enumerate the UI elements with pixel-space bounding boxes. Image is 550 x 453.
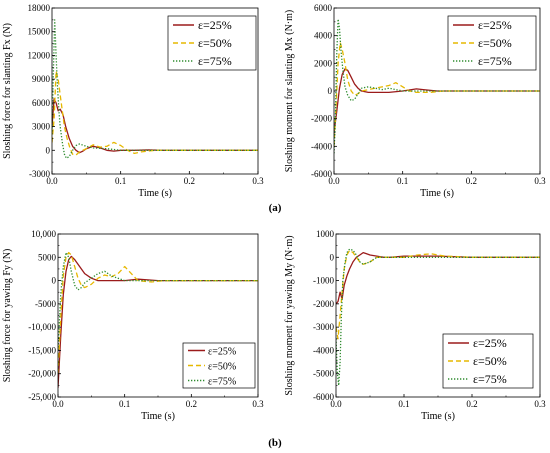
x-tick-label: 0.0	[330, 399, 342, 409]
panel-label-b: (b)	[268, 437, 282, 449]
y-tick-label: -5000	[35, 299, 56, 309]
legend-label: ε=25%	[473, 336, 507, 350]
legend-label: ε=50%	[478, 36, 512, 50]
legend-label: ε=25%	[208, 347, 236, 358]
x-tick-label: 0.2	[184, 176, 195, 186]
y-tick-label: -3000	[29, 169, 50, 179]
series-line-3	[58, 251, 258, 351]
series-line-2	[336, 249, 540, 340]
y-tick-label: -15,000	[28, 345, 56, 355]
y-tick-label: -6000	[313, 392, 334, 402]
y-tick-label: -2000	[311, 114, 332, 124]
legend-label: ε=75%	[198, 54, 232, 68]
y-axis-label: Sloshing moment for yawing My (N·m)	[284, 235, 295, 395]
x-axis-label: Time (s)	[420, 188, 454, 199]
y-tick-label: 12000	[28, 50, 51, 60]
x-tick-label: 0.2	[186, 399, 197, 409]
x-tick-label: 0.1	[398, 399, 409, 409]
series-line-1	[52, 98, 258, 154]
x-tick-label: 0.3	[252, 176, 264, 186]
legend-label: ε=50%	[208, 362, 236, 373]
y-tick-label: 10,000	[31, 229, 56, 239]
y-tick-label: -25,000	[28, 392, 56, 402]
chart-2: 0.0 0.1 0.2 0.3 -6000 -4000 -2000 0 2000 4000 6000…	[284, 3, 546, 199]
y-tick-label: -2000	[313, 299, 334, 309]
x-tick-label: 0.1	[397, 176, 408, 186]
y-axis-label: Sloshing moment for slanting Mx (N·m)	[284, 10, 295, 173]
series-line-3	[52, 19, 258, 159]
x-tick-label: 0.3	[534, 399, 546, 409]
y-axis-label: Sloshing force for slanting Fx (N)	[2, 23, 13, 159]
legend-label: ε=50%	[198, 36, 232, 50]
y-tick-label: -4000	[311, 141, 332, 151]
x-axis-label: Time (s)	[141, 411, 175, 422]
legend-label: ε=25%	[198, 18, 232, 32]
chart-1: 0.0 0.1 0.2 0.3 -3000 0 3000 6000 9000 12000 15000…	[2, 3, 264, 199]
y-tick-label: 18000	[28, 3, 51, 13]
y-tick-label: 6000	[314, 3, 333, 13]
legend-label: ε=75%	[478, 54, 512, 68]
series-line-2	[58, 251, 258, 374]
series-line-2	[52, 70, 258, 156]
series-line-1	[334, 68, 540, 133]
y-tick-label: 15000	[28, 27, 51, 37]
y-tick-label: -3000	[313, 322, 334, 332]
chart-3: 0.0 0.1 0.2 0.3 -25,000 -20,000 -15,000 -10,000…	[2, 229, 264, 422]
series-line-2	[334, 41, 540, 147]
legend-label: ε=75%	[473, 372, 507, 386]
series-line-1	[336, 251, 540, 305]
y-tick-label: -6000	[311, 169, 332, 179]
x-tick-label: 0.0	[52, 399, 64, 409]
y-tick-label: 6000	[32, 98, 51, 108]
legend-label: ε=75%	[208, 377, 236, 388]
x-tick-label: 0.0	[46, 176, 58, 186]
x-tick-label: 0.3	[252, 399, 264, 409]
legend-label: ε=50%	[473, 354, 507, 368]
x-tick-label: 0.1	[119, 399, 130, 409]
x-axis-label: Time (s)	[421, 411, 455, 422]
x-axis-label: Time (s)	[138, 188, 172, 199]
x-tick-label: 0.3	[534, 176, 546, 186]
y-tick-label: -20,000	[28, 369, 56, 379]
y-tick-label: 3000	[32, 122, 51, 132]
y-tick-label: 0	[330, 252, 335, 262]
x-tick-label: 0.1	[115, 176, 126, 186]
y-tick-label: 0	[52, 276, 57, 286]
y-tick-label: -1000	[313, 276, 334, 286]
y-tick-label: 2000	[314, 58, 333, 68]
panel-label-a: (a)	[269, 202, 282, 214]
x-tick-label: 0.2	[466, 176, 477, 186]
y-tick-label: -5000	[313, 369, 334, 379]
y-tick-label: -4000	[313, 345, 334, 355]
y-tick-label: 0	[328, 86, 333, 96]
x-tick-label: 0.2	[466, 399, 477, 409]
y-tick-label: 1000	[316, 229, 335, 239]
y-axis-label: Sloshing force for yawing Fy (N)	[2, 249, 13, 383]
y-tick-label: 9000	[32, 74, 51, 84]
x-tick-label: 0.0	[328, 176, 340, 186]
series-line-3	[334, 18, 540, 154]
y-tick-label: 4000	[314, 31, 333, 41]
legend-label: ε=25%	[478, 18, 512, 32]
y-tick-label: -10,000	[28, 322, 56, 332]
chart-4: 0.0 0.1 0.2 0.3 -6000 -5000 -4000 -3000 -2000 -10…	[284, 229, 546, 422]
y-tick-label: 0	[46, 145, 51, 155]
y-tick-label: 5000	[38, 252, 57, 262]
